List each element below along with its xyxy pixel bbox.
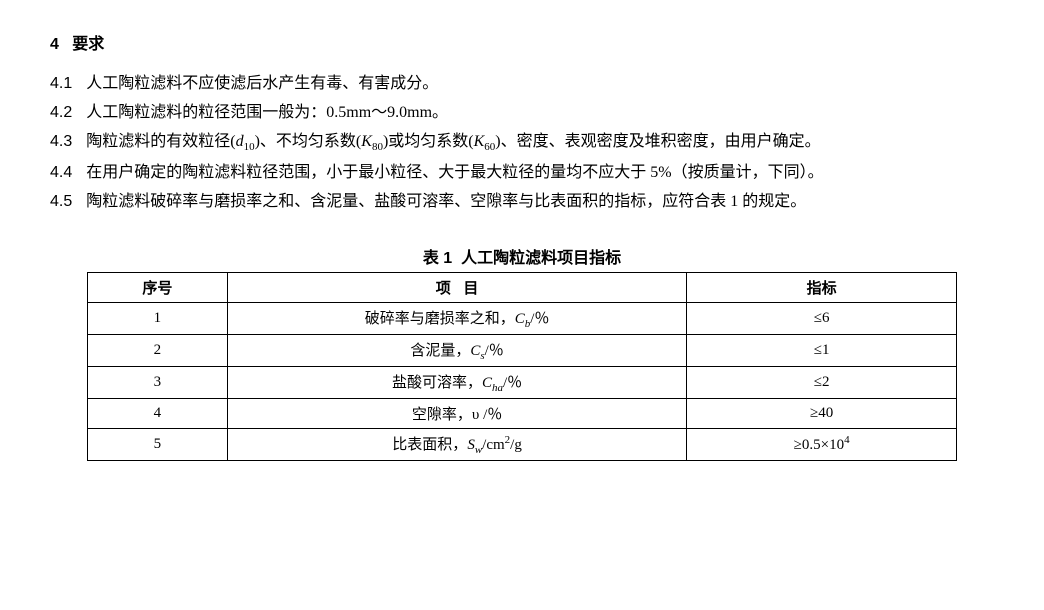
cell-spec: ≥0.5×104 [687, 428, 957, 460]
item-text: 盐酸可溶率， [392, 375, 482, 391]
table-header-row: 序号 项 目 指标 [88, 272, 957, 302]
item-unit: /％ [479, 407, 502, 423]
table-row: 5 比表面积，Sw/cm2/g ≥0.5×104 [88, 428, 957, 460]
subscript: 60 [484, 142, 495, 154]
table-row: 4 空隙率，υ /％ ≥40 [88, 398, 957, 428]
symbol-d: d [236, 133, 244, 150]
header-item-part: 目 [463, 280, 478, 297]
table-caption: 表 1 人工陶粒滤料项目指标 [50, 244, 994, 268]
cell-spec: ≤2 [687, 366, 957, 398]
cell-item: 含泥量，Cs/％ [227, 334, 686, 366]
cell-item: 比表面积，Sw/cm2/g [227, 428, 686, 460]
spec-text: ≥0.5×10 [794, 437, 844, 453]
clause-text: 在用户确定的陶粒滤料粒径范围，小于最小粒径、大于最大粒径的量均不应大于 5%（按… [86, 164, 823, 181]
header-seq: 序号 [88, 272, 228, 302]
clause-text-part: )、密度、表观密度及堆积密度，由用户确定。 [495, 133, 820, 150]
cell-item: 空隙率，υ /％ [227, 398, 686, 428]
spec-superscript: 4 [844, 434, 850, 446]
item-unit: /％ [530, 311, 549, 327]
cell-seq: 3 [88, 366, 228, 398]
clause-4-4: 4.4 在用户确定的陶粒滤料粒径范围，小于最小粒径、大于最大粒径的量均不应大于 … [50, 159, 994, 186]
clause-4-2: 4.2 人工陶粒滤料的粒径范围一般为：0.5mm～9.0mm。 [50, 99, 994, 126]
item-symbol: C [515, 311, 525, 327]
item-text: 含泥量， [410, 343, 470, 359]
clause-num: 4.4 [50, 164, 72, 181]
cell-item: 盐酸可溶率，Cha/％ [227, 366, 686, 398]
header-item: 项 目 [227, 272, 686, 302]
symbol-k: K [474, 133, 485, 150]
clause-text: 陶粒滤料破碎率与磨损率之和、含泥量、盐酸可溶率、空隙率与比表面积的指标，应符合表… [86, 193, 806, 210]
clause-text: 人工陶粒滤料不应使滤后水产生有毒、有害成分。 [86, 75, 438, 92]
clause-text-part: )或均匀系数( [383, 133, 474, 150]
clause-num: 4.1 [50, 75, 72, 92]
item-text: 空隙率， [412, 407, 472, 423]
clause-text-part: )、不均匀系数( [255, 133, 362, 150]
clause-text: 人工陶粒滤料的粒径范围一般为：0.5mm～9.0mm。 [86, 104, 448, 121]
cell-seq: 4 [88, 398, 228, 428]
clause-4-1: 4.1 人工陶粒滤料不应使滤后水产生有毒、有害成分。 [50, 70, 994, 97]
cell-seq: 5 [88, 428, 228, 460]
item-unit: /g [510, 437, 522, 453]
table-row: 3 盐酸可溶率，Cha/％ ≤2 [88, 366, 957, 398]
header-spec: 指标 [687, 272, 957, 302]
header-item-part: 项 [436, 280, 451, 297]
item-text: 破碎率与磨损率之和， [365, 311, 515, 327]
spec-table: 序号 项 目 指标 1 破碎率与磨损率之和，Cb/％ ≤6 2 含泥量，Cs/％… [87, 272, 957, 461]
clause-4-5: 4.5 陶粒滤料破碎率与磨损率之和、含泥量、盐酸可溶率、空隙率与比表面积的指标，… [50, 188, 994, 215]
item-subscript: ha [492, 382, 503, 394]
clause-num: 4.5 [50, 193, 72, 210]
section-num: 4 [50, 36, 59, 53]
cell-item: 破碎率与磨损率之和，Cb/％ [227, 302, 686, 334]
cell-spec: ≤1 [687, 334, 957, 366]
symbol-k: K [361, 133, 372, 150]
table-row: 1 破碎率与磨损率之和，Cb/％ ≤6 [88, 302, 957, 334]
table-caption-title: 人工陶粒滤料项目指标 [461, 250, 621, 267]
cell-seq: 2 [88, 334, 228, 366]
subscript: 10 [244, 142, 255, 154]
item-symbol: S [467, 437, 475, 453]
cell-spec: ≥40 [687, 398, 957, 428]
clause-4-3: 4.3 陶粒滤料的有效粒径(d10)、不均匀系数(K80)或均匀系数(K60)、… [50, 128, 994, 157]
cell-seq: 1 [88, 302, 228, 334]
table-row: 2 含泥量，Cs/％ ≤1 [88, 334, 957, 366]
item-text: 比表面积， [392, 437, 467, 453]
section-heading: 4 要求 [50, 30, 994, 54]
clause-num: 4.2 [50, 104, 72, 121]
subscript: 80 [372, 142, 383, 154]
cell-spec: ≤6 [687, 302, 957, 334]
item-unit: /％ [503, 375, 522, 391]
clause-num: 4.3 [50, 133, 72, 150]
item-symbol: C [470, 343, 480, 359]
table-caption-num: 表 1 [423, 250, 452, 267]
item-unit: /％ [485, 343, 504, 359]
clause-text-part: 陶粒滤料的有效粒径( [86, 133, 235, 150]
item-symbol: C [482, 375, 492, 391]
section-title-text: 要求 [72, 36, 104, 53]
item-unit: /cm [482, 437, 505, 453]
